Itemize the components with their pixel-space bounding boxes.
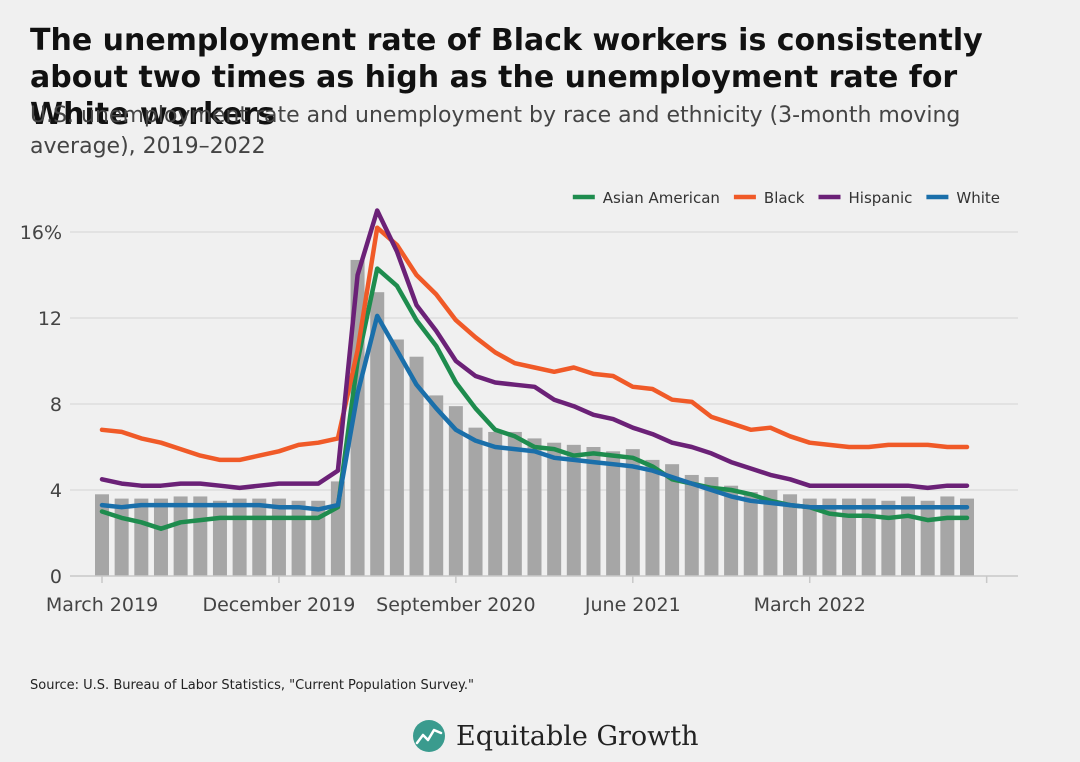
bar bbox=[802, 498, 817, 576]
series-line bbox=[99, 225, 970, 463]
bar bbox=[114, 498, 129, 576]
chart-subtitle: U.S. unemployment rate and unemployment … bbox=[30, 103, 961, 159]
bar bbox=[783, 494, 798, 576]
bar bbox=[960, 498, 974, 576]
series-line bbox=[99, 313, 970, 512]
legend: Asian American Black Hispanic White bbox=[572, 189, 1000, 207]
bar bbox=[920, 500, 935, 576]
bar bbox=[743, 492, 758, 576]
bar bbox=[370, 292, 385, 576]
x-tick-label: March 2019 bbox=[46, 594, 158, 616]
legend-label: Asian American bbox=[603, 189, 720, 207]
bar bbox=[507, 431, 522, 576]
x-tick-label: September 2020 bbox=[376, 594, 535, 616]
bar bbox=[881, 500, 896, 576]
brand-name: Equitable Growth bbox=[456, 720, 699, 752]
bar bbox=[724, 485, 739, 576]
series-lines bbox=[99, 208, 970, 531]
bar bbox=[665, 464, 680, 576]
legend-item: Asian American bbox=[572, 189, 720, 207]
y-tick-label: 16% bbox=[20, 222, 62, 244]
source-note: Source: U.S. Bureau of Labor Statistics,… bbox=[30, 678, 474, 693]
bar bbox=[684, 474, 699, 576]
y-tick-label: 8 bbox=[50, 394, 62, 416]
bar bbox=[645, 459, 660, 576]
x-axis: March 2019 December 2019 September 2020 Jun… bbox=[46, 575, 1018, 616]
y-axis-labels: 0 4 8 12 16% bbox=[20, 222, 62, 588]
bar bbox=[252, 498, 267, 576]
y-tick-label: 0 bbox=[50, 566, 62, 588]
legend-item: White bbox=[926, 189, 1000, 207]
brand: Equitable Growth bbox=[412, 716, 699, 756]
bar bbox=[232, 498, 247, 576]
bar bbox=[822, 498, 837, 576]
bar bbox=[153, 498, 168, 576]
bar bbox=[448, 406, 463, 576]
bar bbox=[193, 496, 208, 576]
bar bbox=[389, 339, 404, 576]
chart: Asian American Black Hispanic White 0 4 8 12 16… bbox=[20, 189, 1018, 616]
x-tick-label: December 2019 bbox=[202, 594, 355, 616]
bar bbox=[291, 500, 306, 576]
bar bbox=[212, 500, 227, 576]
bar bbox=[842, 498, 857, 576]
x-tick-label: June 2021 bbox=[584, 594, 681, 616]
bar bbox=[468, 427, 483, 576]
chart-title: The unemployment rate of Black workers i… bbox=[30, 23, 983, 132]
legend-item: Hispanic bbox=[818, 189, 913, 207]
equitable-growth-logo-icon bbox=[413, 720, 445, 752]
bar bbox=[488, 431, 503, 576]
bar bbox=[311, 500, 326, 576]
bar bbox=[271, 498, 286, 576]
bar bbox=[704, 477, 719, 576]
legend-label: Black bbox=[764, 189, 805, 207]
gridlines bbox=[70, 231, 1018, 491]
bar bbox=[429, 395, 444, 576]
bar bbox=[625, 449, 640, 576]
bar bbox=[173, 496, 188, 576]
y-tick-label: 12 bbox=[38, 308, 62, 330]
y-tick-label: 4 bbox=[50, 480, 62, 502]
legend-label: Hispanic bbox=[849, 189, 913, 207]
bar bbox=[763, 490, 778, 576]
bar bbox=[861, 498, 876, 576]
bar bbox=[586, 447, 601, 576]
legend-label: White bbox=[956, 189, 1000, 207]
bar bbox=[134, 498, 149, 576]
bar bbox=[527, 438, 542, 576]
series-line bbox=[99, 208, 970, 491]
x-tick-label: March 2022 bbox=[754, 594, 866, 616]
series-line bbox=[99, 266, 970, 531]
bar bbox=[547, 442, 562, 576]
bar bbox=[606, 451, 621, 576]
bar bbox=[409, 356, 424, 576]
bars bbox=[95, 259, 974, 576]
bar bbox=[566, 444, 581, 576]
legend-item: Black bbox=[733, 189, 805, 207]
